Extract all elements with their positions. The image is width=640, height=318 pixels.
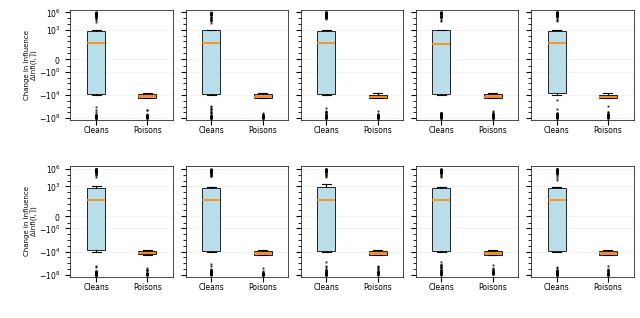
PathPatch shape — [433, 30, 451, 94]
PathPatch shape — [253, 251, 271, 255]
PathPatch shape — [317, 31, 335, 94]
PathPatch shape — [548, 31, 566, 93]
PathPatch shape — [202, 188, 220, 251]
PathPatch shape — [317, 188, 335, 251]
PathPatch shape — [599, 94, 617, 98]
PathPatch shape — [433, 188, 451, 251]
PathPatch shape — [202, 31, 220, 94]
PathPatch shape — [138, 251, 156, 254]
PathPatch shape — [484, 94, 502, 98]
PathPatch shape — [253, 94, 271, 98]
PathPatch shape — [87, 31, 105, 94]
PathPatch shape — [548, 188, 566, 251]
PathPatch shape — [484, 251, 502, 255]
PathPatch shape — [369, 251, 387, 255]
Y-axis label: Change in Influence
ΔInfl(ī, j̅): Change in Influence ΔInfl(ī, j̅) — [24, 30, 38, 100]
PathPatch shape — [87, 188, 105, 250]
Y-axis label: Change in Influence
ΔInfl(ī, j̅): Change in Influence ΔInfl(ī, j̅) — [24, 186, 38, 257]
PathPatch shape — [599, 251, 617, 255]
PathPatch shape — [369, 95, 387, 98]
PathPatch shape — [138, 94, 156, 98]
